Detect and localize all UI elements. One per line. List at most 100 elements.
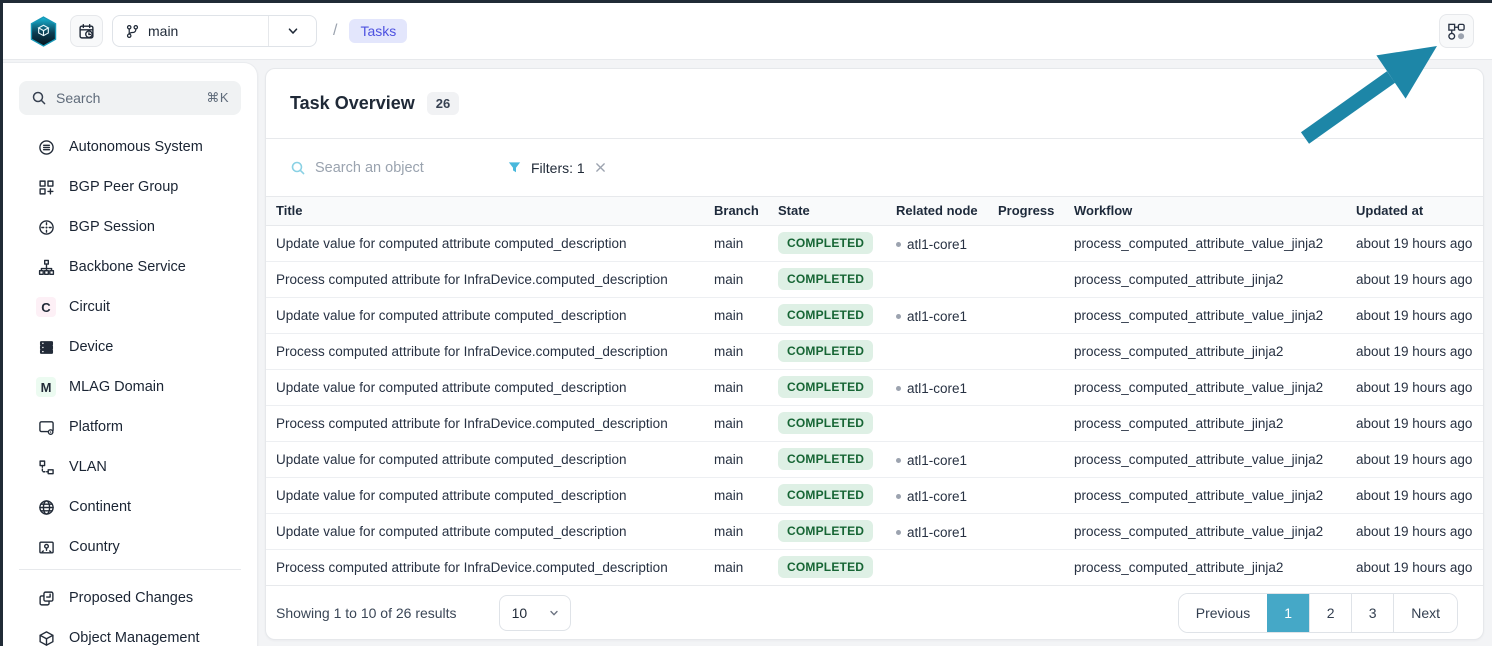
table-row[interactable]: Update value for computed attribute comp… xyxy=(266,441,1483,478)
schema-icon xyxy=(1448,23,1465,40)
related-node-link[interactable]: atl1-core1 xyxy=(907,452,968,468)
col-title: Title xyxy=(266,197,704,226)
cell-title: Process computed attribute for InfraDevi… xyxy=(266,261,704,298)
sidebar-item-vlan[interactable]: VLAN xyxy=(3,447,257,487)
page-button-1[interactable]: 1 xyxy=(1267,593,1310,632)
related-node-link[interactable]: atl1-core1 xyxy=(907,524,968,540)
status-badge: COMPLETED xyxy=(778,484,874,506)
previous-page-button[interactable]: Previous xyxy=(1178,593,1268,632)
branch-selector[interactable]: main xyxy=(112,15,317,47)
table-row[interactable]: Update value for computed attribute comp… xyxy=(266,477,1483,514)
related-node-link[interactable]: atl1-core1 xyxy=(907,308,968,324)
cell-branch: main xyxy=(704,333,768,370)
branch-selector-value[interactable]: main xyxy=(113,23,268,39)
sidebar-item-bgp-peer-group[interactable]: BGP Peer Group xyxy=(3,167,257,207)
cell-updated: about 19 hours ago xyxy=(1356,559,1473,575)
table-row[interactable]: Update value for computed attribute comp… xyxy=(266,297,1483,334)
related-node-link[interactable]: atl1-core1 xyxy=(907,380,968,396)
cell-branch: main xyxy=(704,297,768,334)
time-travel-button[interactable] xyxy=(70,15,103,47)
sidebar-item-label: Object Management xyxy=(69,630,200,646)
col-updated-at: Updated at xyxy=(1346,197,1483,226)
search-icon xyxy=(32,91,46,105)
results-summary: Showing 1 to 10 of 26 results xyxy=(276,604,457,621)
cell-workflow: process_computed_attribute_jinja2 xyxy=(1064,405,1346,442)
continent-icon xyxy=(36,497,56,517)
cell-title: Update value for computed attribute comp… xyxy=(266,441,704,478)
table-row[interactable]: Update value for computed attribute comp… xyxy=(266,369,1483,406)
platform-icon xyxy=(36,417,56,437)
page-button-2[interactable]: 2 xyxy=(1309,593,1352,632)
branch-selector-caret[interactable] xyxy=(268,16,316,46)
cell-branch: main xyxy=(704,225,768,262)
infrahub-logo[interactable] xyxy=(30,15,57,47)
table-row[interactable]: Process computed attribute for InfraDevi… xyxy=(266,333,1483,370)
cell-workflow: process_computed_attribute_value_jinja2 xyxy=(1064,297,1346,334)
sidebar-search[interactable]: ⌘K xyxy=(19,81,241,115)
sidebar-item-continent[interactable]: Continent xyxy=(3,487,257,527)
sidebar-item-country[interactable]: Country xyxy=(3,527,257,567)
sidebar-item-circuit[interactable]: C Circuit xyxy=(3,287,257,327)
filter-funnel-icon[interactable] xyxy=(507,160,522,175)
sidebar-item-label: BGP Peer Group xyxy=(69,179,179,195)
card-header: Task Overview 26 xyxy=(266,69,1483,139)
cell-branch: main xyxy=(704,405,768,442)
sidebar-search-input[interactable] xyxy=(56,90,198,106)
task-count-badge: 26 xyxy=(426,92,460,115)
table-row[interactable]: Process computed attribute for InfraDevi… xyxy=(266,261,1483,298)
page-size-value: 10 xyxy=(511,604,528,621)
cell-state: COMPLETED xyxy=(768,297,886,334)
cell-title: Process computed attribute for InfraDevi… xyxy=(276,559,668,575)
proposed-changes-icon xyxy=(36,588,56,608)
cell-progress xyxy=(988,261,1064,298)
table-row[interactable]: Process computed attribute for InfraDevi… xyxy=(266,405,1483,442)
table-row[interactable]: Update value for computed attribute comp… xyxy=(266,225,1483,262)
sidebar-item-mlag-domain[interactable]: M MLAG Domain xyxy=(3,367,257,407)
sidebar-item-label: Device xyxy=(69,339,114,355)
sidebar-item-bgp-session[interactable]: BGP Session xyxy=(3,207,257,247)
sidebar-item-autonomous-system[interactable]: Autonomous System xyxy=(3,127,257,167)
node-dot xyxy=(896,313,901,319)
filters-label[interactable]: Filters: 1 xyxy=(531,159,585,176)
sidebar-item-label: Circuit xyxy=(69,299,111,315)
cell-workflow: process_computed_attribute_value_jinja2 xyxy=(1064,369,1346,406)
col-related-node: Related node xyxy=(886,197,988,226)
cell-related-node: atl1-core1 xyxy=(886,513,988,550)
table-row[interactable]: Process computed attribute for InfraDevi… xyxy=(266,549,1483,585)
sidebar-item-object-management[interactable]: Object Management xyxy=(3,618,257,646)
cell-branch: main xyxy=(714,559,744,575)
task-overview-card: Task Overview 26 Filters: 1 Title Bra xyxy=(265,68,1484,640)
sidebar-item-device[interactable]: Device xyxy=(3,327,257,367)
status-badge: COMPLETED xyxy=(778,376,874,398)
cell-workflow: process_computed_attribute_value_jinja2 xyxy=(1064,225,1346,262)
next-page-button[interactable]: Next xyxy=(1393,593,1457,632)
sidebar-item-platform[interactable]: Platform xyxy=(3,407,257,447)
page-size-select[interactable]: 10 xyxy=(498,594,571,631)
country-icon xyxy=(36,537,56,557)
sidebar-item-backbone-service[interactable]: Backbone Service xyxy=(3,247,257,287)
object-search[interactable] xyxy=(290,159,495,176)
cell-state: COMPLETED xyxy=(768,261,886,298)
sidebar-item-proposed-changes[interactable]: Proposed Changes xyxy=(3,578,257,618)
object-search-input[interactable] xyxy=(315,159,495,176)
node-dot xyxy=(896,385,901,391)
related-node-link[interactable]: atl1-core1 xyxy=(907,488,968,504)
schema-visualizer-button[interactable] xyxy=(1439,14,1474,48)
status-badge: COMPLETED xyxy=(778,340,874,362)
page-title: Task Overview xyxy=(290,93,415,113)
cell-progress xyxy=(988,333,1064,370)
cell-workflow: process_computed_attribute_jinja2 xyxy=(1074,559,1284,575)
clear-filters-button[interactable] xyxy=(594,161,607,174)
sidebar-item-label: Proposed Changes xyxy=(69,590,194,606)
breadcrumb-tasks[interactable]: Tasks xyxy=(349,19,408,43)
bgp-peer-group-icon xyxy=(36,177,56,197)
table-row[interactable]: Update value for computed attribute comp… xyxy=(266,513,1483,550)
related-node-link[interactable]: atl1-core1 xyxy=(907,236,968,252)
cell-title: Process computed attribute for InfraDevi… xyxy=(266,405,704,442)
backbone-service-icon xyxy=(36,257,56,277)
sidebar-divider xyxy=(19,569,241,570)
page-button-3[interactable]: 3 xyxy=(1351,593,1394,632)
cell-updated: about 19 hours ago xyxy=(1346,333,1483,370)
vlan-icon xyxy=(36,457,56,477)
